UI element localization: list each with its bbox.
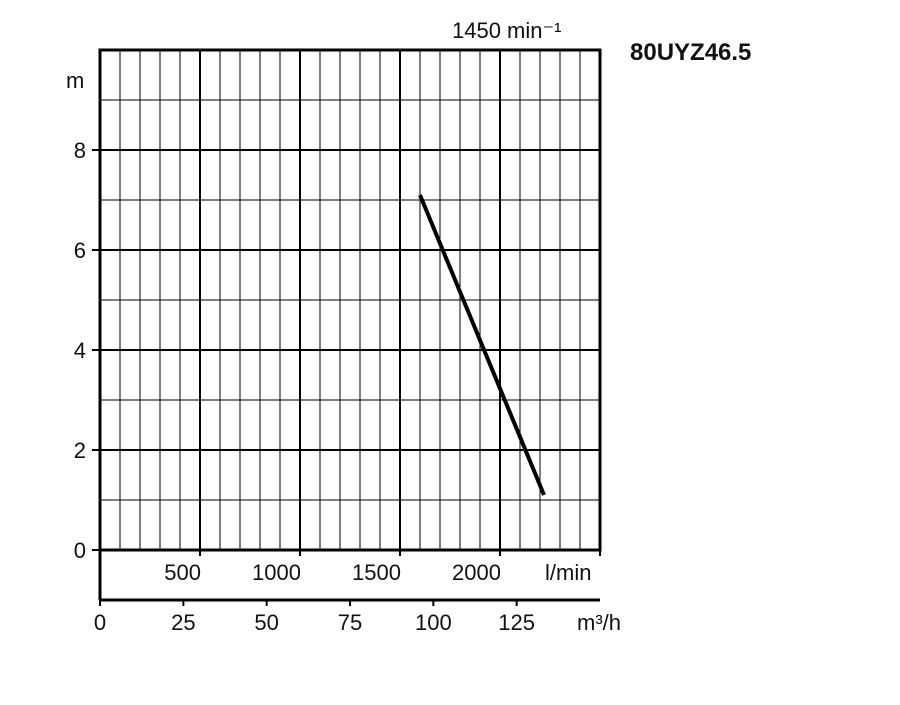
performance-curve [418, 194, 546, 496]
y-tick-label: 6 [74, 238, 86, 263]
x-axis-label-m3h: m³/h [577, 610, 621, 635]
x-tick-label-m3h: 50 [254, 610, 278, 635]
axes [92, 48, 602, 606]
x-tick-label-m3h: 25 [171, 610, 195, 635]
x-tick-label-lmin: 500 [164, 560, 201, 585]
x-tick-label-m3h: 100 [415, 610, 452, 635]
y-tick-label: 2 [74, 438, 86, 463]
y-tick-label: 8 [74, 138, 86, 163]
x-tick-label-lmin: 2000 [452, 560, 501, 585]
x-tick-label-m3h: 125 [498, 610, 535, 635]
x-axis-label-lmin: l/min [545, 560, 591, 585]
y-tick-label: 0 [74, 538, 86, 563]
series-layer [418, 194, 546, 496]
chart-title: 80UYZ46.5 [630, 39, 751, 66]
y-axis-label: m [66, 68, 84, 93]
x-tick-label-lmin: 1500 [352, 560, 401, 585]
x-tick-label-m3h: 0 [94, 610, 106, 635]
grid [100, 50, 600, 550]
chart-subtitle: 1450 min⁻¹ [452, 18, 561, 43]
y-tick-label: 4 [74, 338, 86, 363]
labels: 80UYZ46.5 1450 min⁻¹ m l/min m³/h 500 100… [66, 18, 751, 635]
x-tick-label-m3h: 75 [338, 610, 362, 635]
x-tick-label-lmin: 1000 [252, 560, 301, 585]
plot-frame [98, 48, 602, 552]
